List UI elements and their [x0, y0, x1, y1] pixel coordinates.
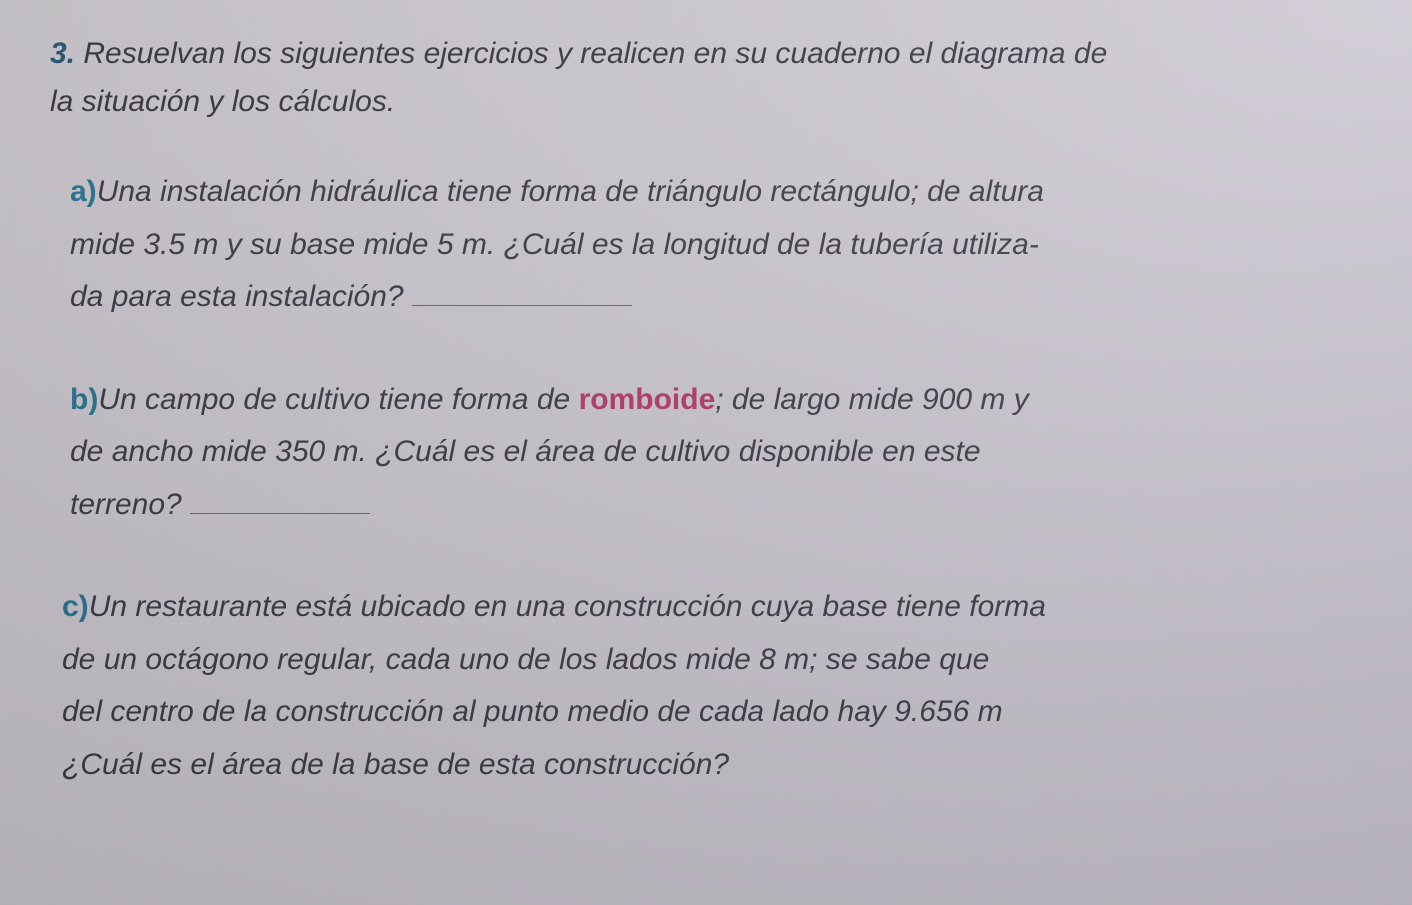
sub-c-line4: ¿Cuál es el área de la base de esta cons… [62, 748, 729, 781]
sub-question-b: b)Un campo de cultivo tiene forma de rom… [50, 374, 1392, 532]
sub-question-c: c)Un restaurante está ubicado en una con… [50, 581, 1392, 791]
sub-letter-a: a) [70, 175, 97, 208]
sub-c-line2: de un octágono regular, cada uno de los … [62, 643, 989, 676]
question-header: 3. Resuelvan los siguientes ejercicios y… [50, 30, 1392, 126]
sub-b-line1-pre: Un campo de cultivo tiene forma de [98, 383, 578, 416]
sub-letter-b: b) [70, 383, 98, 416]
sub-a-line2: mide 3.5 m y su base mide 5 m. ¿Cuál es … [70, 228, 1039, 261]
sub-b-line3: terreno? [70, 488, 182, 521]
header-text-line2: la situación y los cálculos. [50, 85, 395, 118]
highlight-romboide: romboide [579, 383, 716, 416]
answer-line-b [190, 484, 370, 514]
sub-a-line1: Una instalación hidráulica tiene forma d… [97, 175, 1044, 208]
sub-c-line1: Un restaurante está ubicado en una const… [89, 590, 1046, 623]
sub-b-line2: de ancho mide 350 m. ¿Cuál es el área de… [70, 435, 981, 468]
sub-question-a: a)Una instalación hidráulica tiene forma… [50, 166, 1392, 324]
sub-b-line1-post: ; de largo mide 900 m y [715, 383, 1029, 416]
sub-letter-c: c) [62, 590, 89, 623]
header-text-line1: Resuelvan los siguientes ejercicios y re… [83, 37, 1107, 70]
question-number: 3. [50, 37, 75, 70]
sub-a-line3: da para esta instalación? [70, 280, 404, 313]
answer-line-a [412, 276, 632, 306]
sub-c-line3: del centro de la construcción al punto m… [62, 695, 1003, 728]
